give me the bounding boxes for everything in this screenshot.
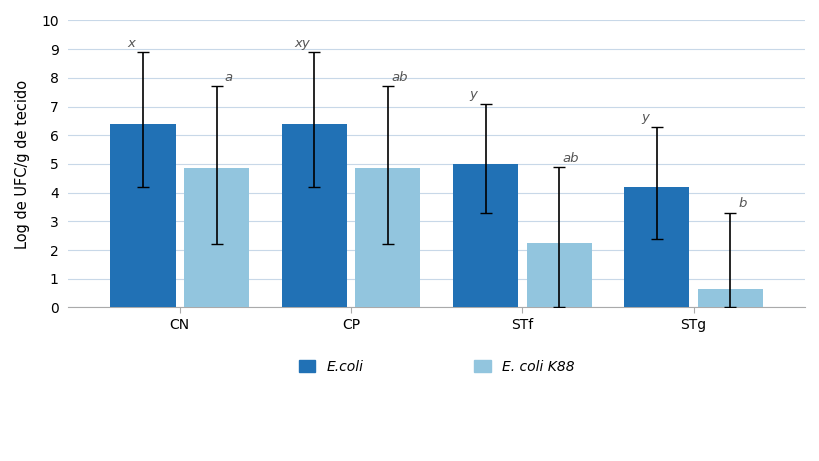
Text: b: b bbox=[737, 197, 746, 211]
Bar bbox=[355, 168, 420, 307]
Bar bbox=[183, 168, 249, 307]
Text: xy: xy bbox=[294, 37, 310, 50]
Bar bbox=[282, 124, 346, 307]
Bar bbox=[526, 243, 591, 307]
Text: y: y bbox=[640, 112, 648, 124]
Bar bbox=[111, 124, 175, 307]
Bar bbox=[452, 164, 518, 307]
Bar bbox=[697, 289, 762, 307]
Y-axis label: Log de UFC/g de tecido: Log de UFC/g de tecido bbox=[15, 79, 30, 248]
Text: ab: ab bbox=[563, 152, 579, 165]
Text: a: a bbox=[224, 71, 233, 84]
Legend: E.coli, E. coli K88: E.coli, E. coli K88 bbox=[292, 353, 581, 381]
Text: x: x bbox=[127, 37, 135, 50]
Text: ab: ab bbox=[391, 71, 408, 84]
Text: y: y bbox=[469, 89, 477, 101]
Bar bbox=[623, 187, 689, 307]
